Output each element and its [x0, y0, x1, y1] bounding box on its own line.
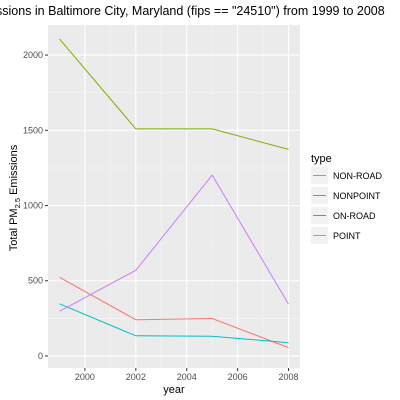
series-lines [59, 38, 289, 349]
major-gridlines [48, 25, 300, 368]
x-axis: 2000 2002 2004 2006 2008 [75, 368, 299, 382]
series-line-on-road [59, 303, 289, 344]
minor-gridlines [48, 25, 300, 368]
x-tick-label: 2006 [228, 372, 248, 382]
y-tick-label: 500 [28, 276, 43, 286]
y-axis-title-prefix: Total PM [8, 208, 20, 251]
legend-label-on-road: ON-ROAD [333, 211, 376, 221]
y-axis: 0 500 1000 1500 2000 [23, 50, 48, 361]
plot-panel [48, 25, 300, 368]
x-tick-label: 2008 [279, 372, 299, 382]
legend-label-nonpoint: NONPOINT [333, 191, 381, 201]
plot-title: ssions in Baltimore City, Maryland (fips… [0, 4, 385, 18]
y-tick-label: 1500 [23, 125, 43, 135]
y-axis-title-subscript: 2.5 [13, 198, 22, 208]
legend: NON-ROAD NONPOINT ON-ROAD POINT [311, 167, 382, 244]
y-axis-title: Total PM2.5 Emissions [8, 144, 22, 251]
y-axis-title-suffix: Emissions [8, 144, 20, 198]
legend-title: type [311, 153, 332, 165]
x-tick-label: 2004 [177, 372, 197, 382]
y-tick-label: 2000 [23, 50, 43, 60]
series-line-nonpoint [59, 38, 289, 150]
legend-label-non-road: NON-ROAD [333, 171, 382, 181]
x-axis-title: year [163, 384, 185, 396]
legend-label-point: POINT [333, 231, 361, 241]
x-tick-label: 2002 [126, 372, 146, 382]
y-tick-label: 1000 [23, 201, 43, 211]
y-tick-label: 0 [38, 351, 43, 361]
series-line-point [59, 174, 289, 312]
series-line-non-road [59, 276, 289, 349]
x-tick-label: 2000 [75, 372, 95, 382]
